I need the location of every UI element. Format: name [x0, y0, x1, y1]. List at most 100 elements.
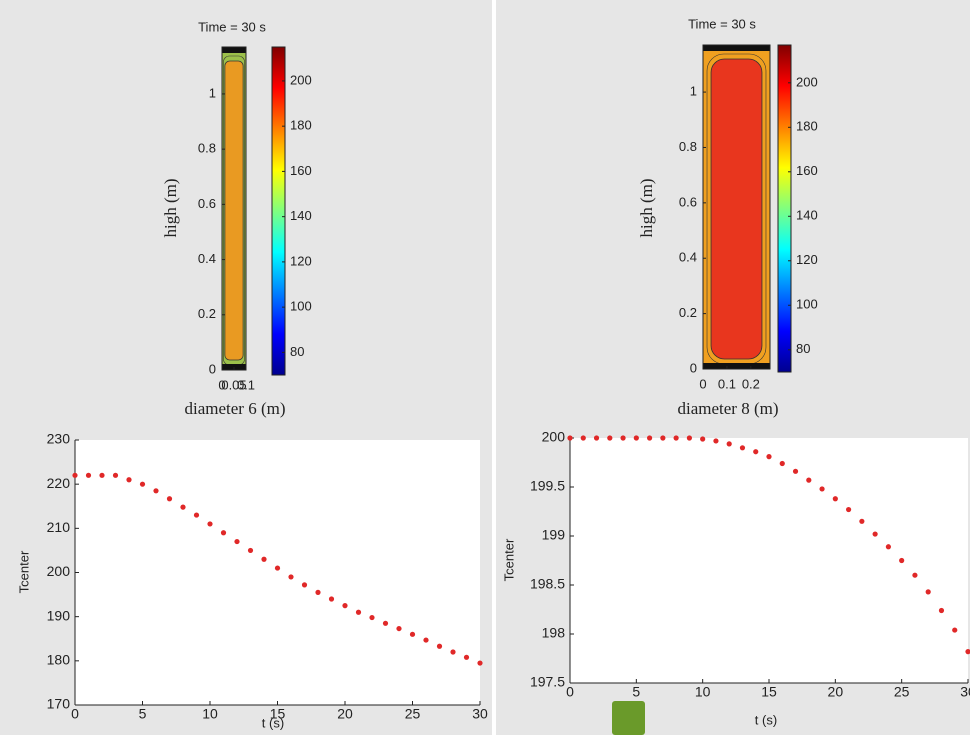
- x-tick-label: 0: [218, 377, 225, 392]
- colorbar-tick-label: 100: [796, 297, 818, 312]
- data-point: [779, 460, 785, 467]
- data-point: [885, 544, 892, 550]
- x-tick-label: 30: [472, 706, 488, 722]
- data-point: [450, 649, 456, 655]
- data-point: [126, 477, 132, 483]
- data-point: [328, 596, 335, 602]
- x-tick-label: 5: [139, 706, 147, 722]
- data-point: [207, 521, 213, 527]
- colorbar-tick-label: 100: [290, 299, 312, 314]
- y-tick-label: 0.8: [198, 141, 216, 156]
- y-tick-label: 230: [47, 431, 71, 447]
- y-tick-label: 198.5: [530, 576, 565, 592]
- x-tick-label: 0.2: [742, 376, 760, 391]
- data-point: [180, 504, 186, 510]
- data-point: [315, 589, 321, 595]
- colorbar-tick-label: 120: [290, 253, 312, 268]
- data-point: [247, 547, 254, 554]
- colorbar-tick-label: 200: [290, 72, 312, 87]
- data-point: [166, 496, 173, 502]
- y-tick-label: 1: [690, 84, 697, 99]
- y-axis-label: Tcenter: [16, 550, 31, 593]
- data-point: [899, 557, 905, 564]
- data-point: [369, 614, 375, 621]
- x-tick-label: 0.1: [718, 376, 736, 391]
- data-point: [396, 625, 402, 632]
- y-axis-label: Tcenter: [501, 538, 516, 581]
- data-point: [72, 472, 78, 478]
- contour-inner: [224, 60, 244, 361]
- data-point: [700, 436, 706, 442]
- data-point: [673, 435, 679, 441]
- y-tick-label: 0.4: [679, 250, 697, 265]
- data-point: [423, 637, 429, 643]
- data-point: [819, 486, 825, 492]
- colorbar: [777, 44, 792, 373]
- x-tick-label: 10: [695, 684, 711, 700]
- x-tick-label: 20: [828, 684, 844, 700]
- data-point: [832, 496, 838, 502]
- colorbar: [271, 46, 286, 376]
- x-tick-label: 15: [761, 684, 777, 700]
- divider: [492, 0, 496, 735]
- contour-top: [222, 47, 246, 53]
- colorbar-tick-label: 140: [290, 208, 312, 223]
- colorbar-tick-label: 160: [290, 163, 312, 178]
- data-point: [633, 435, 639, 441]
- x-tick-label: 0.1: [237, 377, 255, 392]
- x-axis-label: t (s): [755, 712, 777, 727]
- data-point: [607, 435, 613, 441]
- y-tick-label: 0.6: [679, 194, 697, 209]
- colorbar-tick-label: 180: [290, 118, 312, 133]
- x-tick-label: 0.05: [221, 377, 246, 392]
- data-point: [139, 481, 146, 487]
- colorbar-tick-label: 80: [290, 344, 304, 359]
- data-point: [409, 631, 416, 637]
- data-point: [846, 506, 852, 513]
- data-point: [593, 435, 600, 441]
- data-point: [112, 472, 119, 478]
- y-tick-label: 198: [542, 625, 566, 641]
- colorbar-tick-label: 160: [796, 163, 818, 178]
- x-tick-label: 30: [960, 684, 970, 700]
- colorbar-tick-label: 140: [796, 208, 818, 223]
- x-axis-label: diameter 6 (m): [184, 399, 285, 418]
- y-tick-label: 199: [542, 527, 566, 543]
- data-point: [647, 435, 653, 441]
- data-point: [912, 572, 918, 578]
- data-point: [342, 603, 348, 609]
- data-point: [938, 607, 945, 614]
- contour-inner: [710, 58, 763, 360]
- x-tick-label: 25: [405, 706, 421, 722]
- y-tick-label: 210: [47, 519, 71, 535]
- data-point: [925, 589, 931, 595]
- x-tick-label: 15: [270, 706, 286, 722]
- data-point: [792, 468, 799, 474]
- data-point: [686, 435, 693, 441]
- data-point: [153, 488, 159, 494]
- data-point: [713, 438, 719, 444]
- y-tick-label: 180: [47, 652, 71, 668]
- y-axis-label: high (m): [637, 178, 656, 237]
- data-point: [806, 477, 812, 483]
- y-tick-label: 0.8: [679, 139, 697, 154]
- x-tick-label: 0: [566, 684, 574, 700]
- y-tick-label: 0.2: [198, 306, 216, 321]
- data-point: [660, 435, 666, 441]
- plot-area: [570, 438, 968, 683]
- x-axis-label: diameter 8 (m): [677, 399, 778, 418]
- data-point: [952, 627, 958, 633]
- y-tick-label: 170: [47, 696, 71, 712]
- data-point: [99, 472, 105, 478]
- x-tick-label: 20: [337, 706, 353, 722]
- colorbar-tick-label: 80: [796, 341, 810, 356]
- data-point: [859, 518, 865, 524]
- y-tick-label: 190: [47, 607, 71, 623]
- colorbar-tick-label: 120: [796, 252, 818, 267]
- data-point: [965, 649, 970, 655]
- data-point: [274, 565, 281, 571]
- y-tick-label: 0.6: [198, 196, 216, 211]
- data-point: [580, 435, 586, 441]
- contour-top: [703, 45, 770, 51]
